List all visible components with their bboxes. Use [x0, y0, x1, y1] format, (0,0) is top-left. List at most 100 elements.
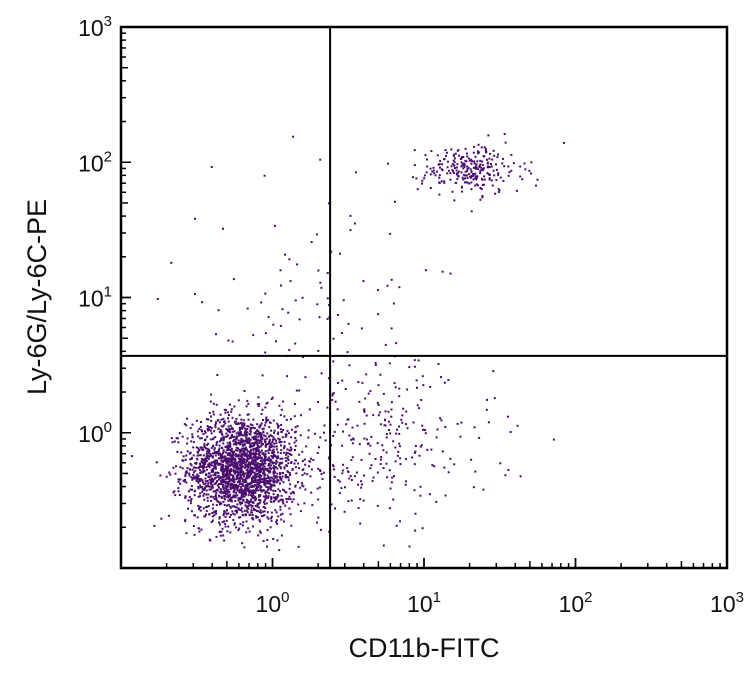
event-dot — [229, 505, 232, 508]
event-dot — [221, 433, 224, 436]
event-dot — [475, 178, 478, 181]
event-dot — [186, 442, 189, 445]
event-dot — [245, 484, 248, 487]
event-dot — [258, 403, 261, 406]
event-dot — [367, 392, 370, 395]
event-dot — [391, 476, 394, 479]
event-dot — [263, 465, 266, 468]
event-dot — [352, 438, 355, 441]
event-dot — [219, 429, 222, 432]
event-dot — [204, 477, 207, 480]
event-dot — [262, 427, 265, 430]
event-dot — [241, 484, 244, 487]
event-dot — [229, 424, 232, 427]
event-dot — [444, 425, 447, 428]
event-dot — [227, 465, 230, 467]
event-dot — [289, 483, 292, 486]
event-dot — [246, 413, 249, 416]
event-dot — [230, 458, 233, 461]
event-dot — [227, 503, 230, 506]
event-dot — [185, 532, 188, 535]
event-dot — [273, 455, 276, 458]
event-dot — [207, 450, 209, 452]
event-dot — [268, 435, 271, 438]
event-dot — [280, 431, 283, 433]
event-dot — [231, 486, 234, 489]
event-dot — [182, 455, 185, 458]
event-dot — [220, 495, 223, 498]
event-dot — [232, 468, 235, 471]
event-dot — [262, 431, 265, 434]
event-dot — [226, 457, 229, 460]
event-dot — [257, 468, 260, 471]
event-dot — [231, 479, 234, 482]
event-dot — [318, 446, 320, 449]
event-dot — [264, 424, 266, 427]
event-dot — [449, 172, 452, 175]
event-dot — [273, 461, 276, 464]
event-dot — [245, 498, 248, 501]
event-dot — [264, 435, 267, 438]
event-dot — [388, 507, 391, 510]
event-dot — [459, 435, 462, 438]
event-dot — [497, 188, 500, 191]
event-dot — [284, 433, 287, 436]
event-dot — [278, 549, 281, 552]
event-dot — [215, 512, 218, 515]
event-dot — [364, 397, 367, 400]
event-dot — [244, 486, 247, 489]
event-dot — [224, 498, 227, 501]
event-dot — [259, 501, 262, 504]
event-dot — [263, 502, 266, 505]
event-dot — [254, 464, 257, 467]
event-dot — [233, 488, 236, 491]
event-dot — [258, 465, 261, 468]
event-dot — [264, 406, 267, 409]
event-dot — [283, 466, 286, 469]
event-dot — [485, 408, 488, 411]
event-dot — [227, 448, 230, 451]
event-dot — [362, 499, 365, 502]
event-dot — [253, 508, 255, 511]
event-dot — [370, 464, 373, 467]
event-dot — [348, 477, 351, 480]
event-dot — [248, 502, 251, 505]
event-dot — [202, 467, 205, 470]
event-dot — [210, 429, 212, 432]
event-dot — [208, 448, 210, 451]
event-dot — [225, 428, 228, 430]
event-dot — [256, 445, 259, 447]
event-dot — [305, 445, 308, 448]
event-dot — [245, 475, 248, 478]
event-dot — [419, 445, 422, 448]
event-dot — [286, 457, 289, 460]
event-dot — [227, 430, 230, 433]
event-dot — [189, 458, 192, 461]
event-dot — [472, 173, 475, 175]
event-dot — [226, 504, 228, 507]
event-dot — [480, 146, 483, 149]
event-dot — [385, 451, 388, 454]
event-dot — [439, 159, 442, 162]
event-dot — [201, 449, 204, 452]
event-dot — [255, 516, 258, 519]
event-dot — [208, 538, 211, 541]
event-dot — [216, 419, 219, 422]
event-dot — [240, 439, 243, 442]
event-dot — [184, 496, 187, 499]
event-dot — [249, 450, 252, 453]
event-dot — [225, 460, 228, 463]
event-dot — [222, 227, 224, 230]
event-dot — [283, 520, 285, 523]
event-dot — [248, 439, 251, 442]
event-dot — [243, 546, 246, 549]
event-dot — [452, 153, 455, 156]
event-dot — [241, 490, 244, 493]
event-dot — [270, 484, 273, 487]
event-dot — [216, 440, 219, 443]
event-dot — [227, 339, 230, 342]
event-dot — [252, 480, 255, 483]
event-dot — [445, 154, 447, 157]
event-dot — [251, 504, 254, 507]
event-dot — [299, 510, 302, 513]
